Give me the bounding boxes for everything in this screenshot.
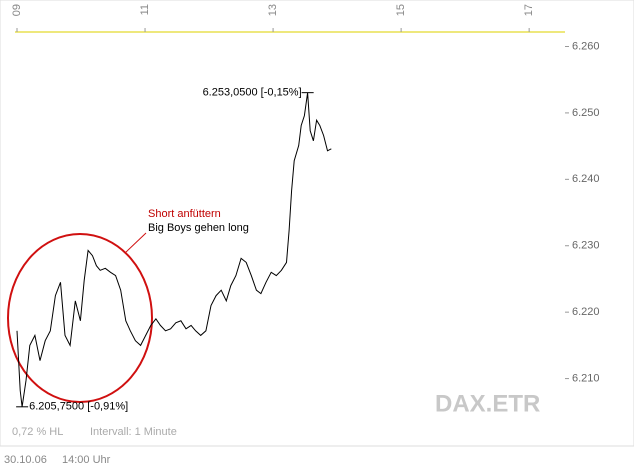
y-tick-label: 6.230 xyxy=(572,240,600,252)
range-note: 0,72 % HL xyxy=(12,426,63,438)
x-tick-label: 17 xyxy=(523,4,535,16)
low-label: 6.205,7500 [-0,91%] xyxy=(29,401,128,413)
high-label: 6.253,0500 [-0,15%] xyxy=(203,87,302,99)
watermark: DAX.ETR xyxy=(435,390,540,417)
y-tick-label: 6.250 xyxy=(572,107,600,119)
x-tick-label: 15 xyxy=(395,4,407,16)
time: 14:00 Uhr xyxy=(62,454,111,466)
y-tick-label: 6.240 xyxy=(572,173,600,185)
annotation: Short anfüttern xyxy=(148,208,221,220)
price-line xyxy=(16,92,332,407)
x-tick-label: 13 xyxy=(267,4,279,16)
x-tick-label: 11 xyxy=(139,4,151,15)
x-tick-label: 09 xyxy=(11,4,23,16)
plot-frame xyxy=(0,0,634,447)
date: 30.10.06 xyxy=(4,454,47,466)
highlight-ellipse xyxy=(7,233,153,403)
y-tick-label: 6.260 xyxy=(572,40,600,52)
y-tick-label: 6.220 xyxy=(572,306,600,318)
annotation: Big Boys gehen long xyxy=(148,222,249,234)
y-tick-label: 6.210 xyxy=(572,372,600,384)
callout-line xyxy=(124,232,147,254)
interval: Intervall: 1 Minute xyxy=(90,426,177,438)
